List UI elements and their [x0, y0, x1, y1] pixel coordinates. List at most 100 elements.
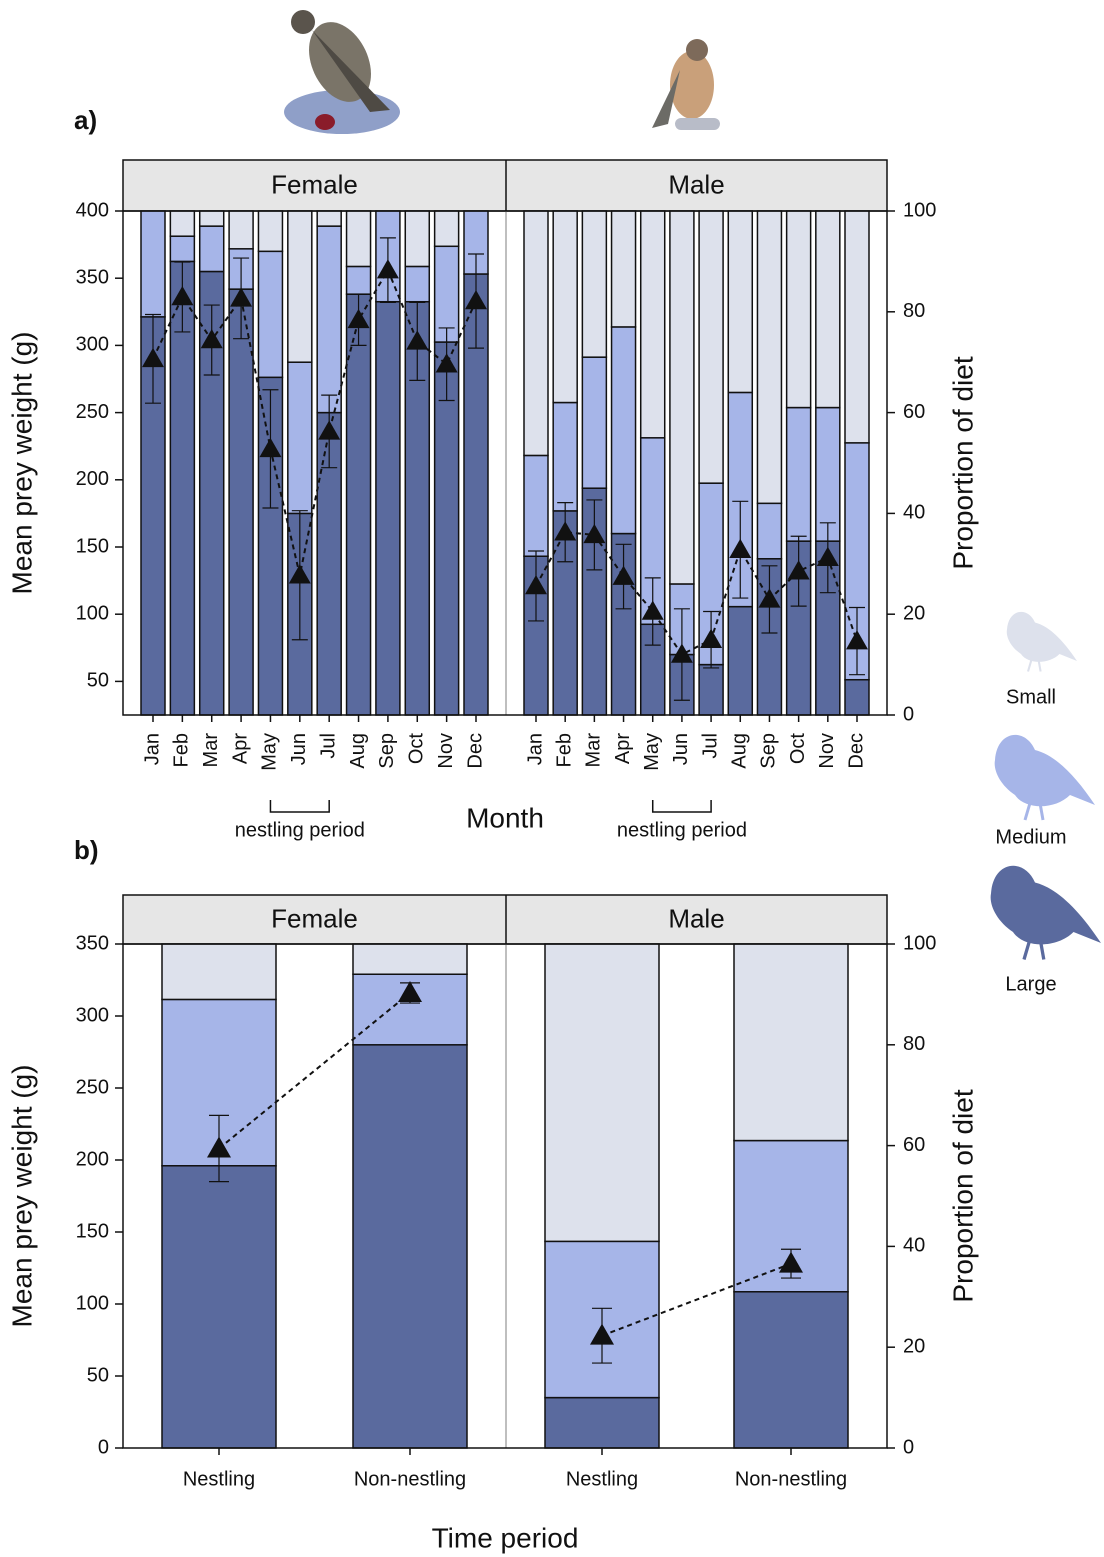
bar-segment [641, 211, 665, 438]
y-tick-label: 50 [87, 670, 109, 692]
bar-segment [699, 665, 723, 715]
bar-segment [229, 211, 253, 249]
x-tick-label: Apr [229, 733, 251, 764]
bar-segment [545, 944, 659, 1241]
y-tick-label: 250 [76, 1076, 109, 1098]
bar-segment [582, 211, 606, 357]
y-tick-label: 350 [76, 932, 109, 954]
bar-segment [728, 211, 752, 392]
x-tick-label: Jul [699, 733, 721, 759]
y-tick-label: 0 [98, 1436, 109, 1458]
x-tick-label: Nov [435, 733, 457, 769]
bar-segment [612, 211, 636, 327]
y-tick-label: 150 [76, 535, 109, 557]
x-tick-label: Jun [288, 733, 310, 765]
bar-segment [545, 1398, 659, 1448]
legend-item [995, 735, 1095, 820]
y-tick-label: 300 [76, 1004, 109, 1026]
x-tick-label: Jun [670, 733, 692, 765]
x-tick-label: Oct [787, 733, 809, 765]
x-tick-label: Jul [317, 733, 339, 759]
bar-segment [816, 408, 840, 542]
facet-name: Female [271, 169, 358, 199]
bar-segment [376, 302, 400, 715]
bar-segment [757, 211, 781, 503]
bar-segment [258, 251, 282, 377]
x-tick-label: Jan [141, 733, 163, 765]
bar-segment [670, 211, 694, 584]
legend-item [1007, 612, 1077, 672]
male-hawk-illustration [652, 39, 720, 130]
y-tick-label: 200 [76, 468, 109, 490]
bar-segment [347, 266, 371, 294]
bar-segment [288, 362, 312, 513]
female-hawk-illustration [284, 10, 400, 134]
bar-segment [317, 211, 341, 226]
x-tick-label: May [641, 733, 663, 771]
y2-tick-label: 0 [903, 703, 914, 725]
x-tick-label: Feb [553, 733, 575, 767]
x-tick-label: Mar [583, 733, 605, 768]
bar-segment [734, 1292, 848, 1448]
y2-tick-label: 100 [903, 932, 936, 954]
bar-segment [288, 211, 312, 362]
y2-tick-label: 100 [903, 199, 936, 221]
bar-segment [816, 211, 840, 408]
bar-segment [162, 944, 276, 999]
x-axis-label: Time period [432, 1522, 579, 1553]
bar-segment [170, 211, 194, 236]
bar-segment [553, 403, 577, 511]
note-text: nestling period [235, 819, 365, 841]
legend-label: Large [1005, 973, 1056, 995]
x-tick-label: Oct [406, 733, 428, 765]
bar-segment [612, 327, 636, 534]
bar-segment [757, 503, 781, 558]
figure: a)FemaleJanFebMarAprMayJunJulAugSepOctNo… [0, 0, 1104, 1557]
y-tick-label: 100 [76, 602, 109, 624]
y-tick-label: 100 [76, 1292, 109, 1314]
x-tick-label: Nov [816, 733, 838, 769]
bar-segment [524, 455, 548, 556]
x-tick-label: Sep [376, 733, 398, 769]
x-tick-label: Aug [729, 733, 751, 769]
bar-segment [347, 211, 371, 266]
y-tick-label: 50 [87, 1364, 109, 1386]
bar-segment [787, 408, 811, 542]
y2-axis-label: Proportion of diet [947, 1089, 978, 1302]
y2-tick-label: 80 [903, 300, 925, 322]
legend-item [991, 866, 1101, 960]
bar-segment [141, 211, 165, 317]
x-tick-label: Jan [524, 733, 546, 765]
x-tick-label: May [259, 733, 281, 771]
bar-segment [405, 211, 429, 266]
bar-segment [582, 357, 606, 488]
bar-segment [845, 680, 869, 715]
x-tick-label: Aug [347, 733, 369, 769]
y2-tick-label: 0 [903, 1436, 914, 1458]
y-axis-label: Mean prey weight (g) [6, 1064, 37, 1327]
strip-header [123, 895, 887, 944]
x-tick-label: Mar [200, 733, 222, 768]
legend-swatch [995, 735, 1095, 806]
y-tick-label: 200 [76, 1148, 109, 1170]
bar-segment [787, 211, 811, 408]
bar-segment [699, 211, 723, 483]
bar-segment [170, 236, 194, 261]
legend-swatch [991, 866, 1101, 945]
y2-tick-label: 20 [903, 602, 925, 624]
bar-segment [734, 944, 848, 1141]
y-axis-label: Mean prey weight (g) [6, 331, 37, 594]
facet-name: Male [668, 903, 724, 933]
y-tick-label: 350 [76, 266, 109, 288]
bar-segment [845, 211, 869, 443]
legend-label: Medium [995, 826, 1066, 848]
y2-tick-label: 80 [903, 1033, 925, 1055]
y2-axis-label: Proportion of diet [947, 356, 978, 569]
note-bracket [653, 800, 711, 812]
bar-segment [258, 211, 282, 251]
bar-segment [728, 607, 752, 715]
bar-segment [162, 1166, 276, 1448]
x-tick-label: Nestling [566, 1468, 638, 1490]
bar-segment [353, 1045, 467, 1448]
facet-name: Female [271, 903, 358, 933]
